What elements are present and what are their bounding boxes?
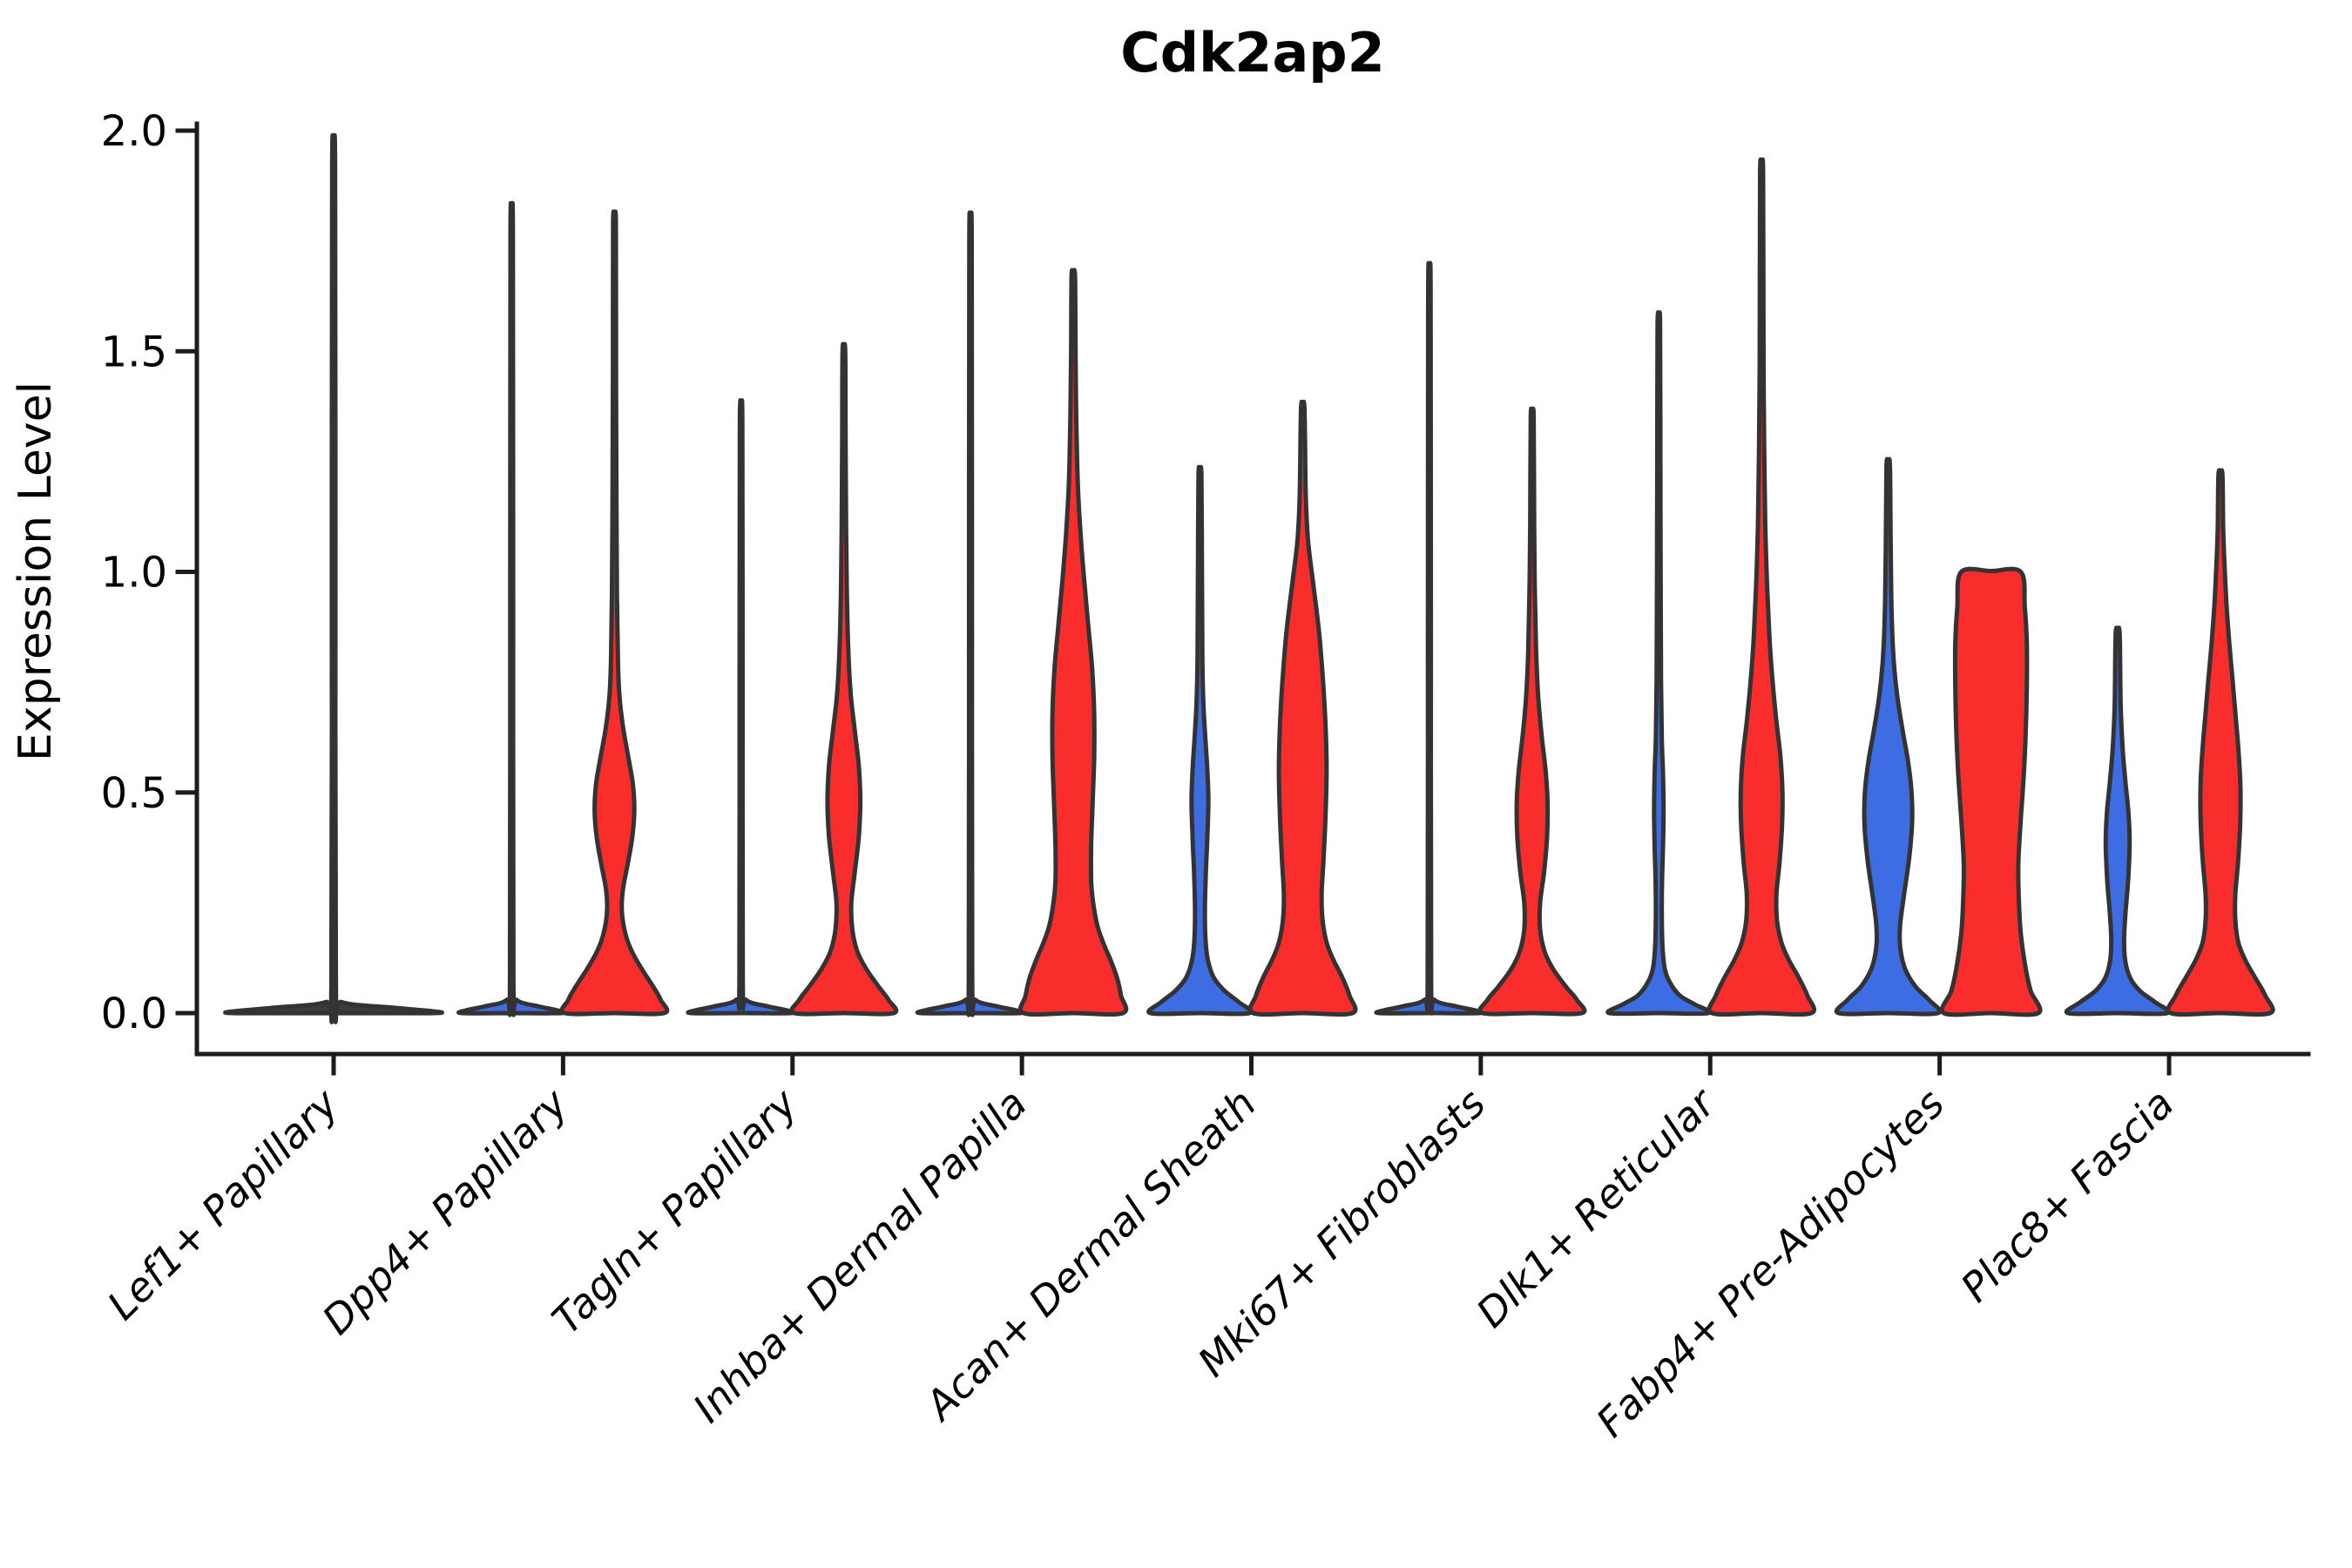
chart-title: Cdk2ap2 xyxy=(1120,21,1385,84)
violin-plac8-fascia-a xyxy=(2064,625,2172,1017)
violin-lef1-papillary-single xyxy=(223,133,444,1024)
y-axis-label: Expression Level xyxy=(10,382,62,761)
axes-layer xyxy=(175,121,2311,1076)
x-tick-label-tagln-papillary: Tagln+ Papillary xyxy=(543,1079,807,1343)
x-tick-label-plac8-fascia: Plac8+ Fascia xyxy=(1951,1080,2182,1311)
violin-dlk1-reticular-a xyxy=(1605,310,1713,1017)
violin-tagln-papillary-a xyxy=(686,398,797,1016)
y-tick-label-1.5: 1.5 xyxy=(101,328,167,376)
violin-acan-dermal-sheath-b xyxy=(1247,399,1358,1017)
x-tick-label-lef1-papillary: Lef1+ Papillary xyxy=(98,1079,348,1328)
violin-inhba-dermal-papilla-a xyxy=(915,210,1026,1017)
violin-mki67-fibroblasts-b xyxy=(1477,406,1587,1017)
violin-dlk1-reticular-b xyxy=(1707,157,1817,1017)
y-tick-label-1.0: 1.0 xyxy=(101,549,167,598)
y-tick-label-0.5: 0.5 xyxy=(101,769,167,818)
violin-tagln-papillary-b xyxy=(789,341,899,1017)
violin-dpp4-papillary-b xyxy=(559,209,670,1017)
violin-fabp4-pre-adipocytes-a xyxy=(1834,456,1943,1017)
x-tick-label-dlk1-reticular: Dlk1+ Reticular xyxy=(1467,1078,1726,1336)
x-tick-label-dpp4-papillary: Dpp4+ Papillary xyxy=(313,1079,577,1343)
violin-dpp4-papillary-a xyxy=(456,200,567,1017)
violin-plac8-fascia-b xyxy=(2166,468,2275,1017)
violin-mki67-fibroblasts-a xyxy=(1374,260,1485,1016)
y-tick-label-0.0: 0.0 xyxy=(101,990,167,1038)
y-tick-label-2.0: 2.0 xyxy=(101,107,167,156)
violin-acan-dermal-sheath-a xyxy=(1146,464,1254,1017)
violins-layer xyxy=(223,133,2275,1024)
violin-fabp4-pre-adipocytes-b xyxy=(1939,566,2043,1017)
violin-inhba-dermal-papilla-b xyxy=(1017,267,1129,1017)
